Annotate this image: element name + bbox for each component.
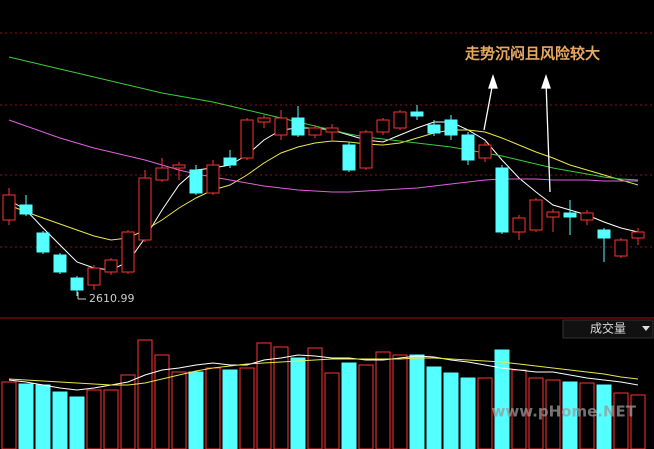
volume-bar [477, 377, 493, 449]
volume-bar [579, 382, 595, 449]
dropdown[interactable] [642, 326, 650, 331]
candle-body [359, 131, 373, 169]
volume-bar [18, 383, 34, 449]
volume-bar [188, 371, 204, 449]
volume-bar [171, 371, 187, 449]
volume-bar [239, 367, 255, 449]
volume-bar [358, 364, 374, 449]
candle-body [155, 167, 169, 181]
arrows [483, 73, 551, 193]
volume-bar [256, 342, 272, 449]
candle-body [376, 119, 390, 133]
volume-bar [613, 392, 629, 449]
candle-body [291, 117, 305, 136]
arrow-head [541, 73, 551, 89]
volume-bar [409, 354, 425, 449]
volume-bar [103, 389, 119, 449]
candle-body [2, 194, 16, 221]
volume-lines [8, 354, 639, 391]
volume-bar [307, 347, 323, 449]
candle-body [104, 259, 118, 273]
candle-body [410, 111, 424, 117]
candle-body [138, 177, 152, 241]
candle-body [342, 144, 356, 171]
volume-bars [1, 339, 646, 449]
candle-body [563, 212, 577, 218]
candle-body [223, 157, 237, 166]
candle-body [614, 239, 628, 257]
volume-bar [528, 377, 544, 449]
volume-header: 成交量 [562, 319, 654, 339]
annotation: 走势沉闷且风险较大 [465, 45, 600, 63]
candle-body [172, 164, 186, 169]
candle-body [240, 119, 254, 159]
candle-body [631, 231, 645, 239]
arrow-head [488, 73, 498, 89]
volume-bar [290, 357, 306, 449]
grid [0, 32, 654, 248]
candle-body [325, 127, 339, 133]
watermark: www.pHome.NET [492, 403, 637, 421]
ma-line [8, 119, 638, 193]
ma-line [8, 357, 639, 386]
volume-bar [596, 384, 612, 449]
volume-bar [205, 367, 221, 449]
candle-body [546, 211, 560, 218]
ma-line [8, 129, 639, 241]
low-annotation: 2610.99 [77, 292, 135, 305]
arrow [483, 81, 494, 131]
candle-body [512, 217, 526, 233]
candle-body [393, 111, 407, 129]
low-label: 2610.99 [89, 292, 135, 305]
candle-body [308, 127, 322, 136]
candle-body [427, 124, 441, 134]
volume-bar [443, 372, 459, 449]
arrow [545, 81, 551, 193]
volume-bar [86, 389, 102, 449]
volume-bar [341, 362, 357, 449]
volume-bar [222, 369, 238, 449]
ma-line [8, 56, 639, 181]
volume-bar [1, 381, 17, 449]
candles [2, 105, 645, 297]
candle-body [121, 231, 135, 273]
volume-bar [137, 339, 153, 449]
volume-bar [35, 384, 51, 449]
volume-bar [545, 379, 561, 449]
candle-body [206, 164, 220, 194]
volume-bar [120, 374, 136, 449]
candle-body [529, 199, 543, 231]
candle-body [461, 134, 475, 161]
volume-bar [392, 354, 408, 449]
volume-bar [494, 349, 510, 449]
volume-bar [69, 396, 85, 449]
candle-body [70, 277, 84, 291]
candle-body [597, 229, 611, 239]
candle-body [495, 167, 509, 233]
volume-title: 成交量 [590, 321, 626, 336]
candle-body [19, 204, 33, 215]
volume-bar [460, 377, 476, 449]
volume-bar [375, 351, 391, 449]
volume-bar [630, 394, 646, 449]
candle-body [478, 144, 492, 159]
candle-body [189, 169, 203, 194]
volume-bar [52, 391, 68, 449]
volume-bar [273, 346, 289, 449]
candle-body [53, 254, 67, 273]
volume-bar [562, 381, 578, 449]
candle-body [274, 117, 288, 136]
candle-body [580, 212, 594, 221]
candle-body [87, 267, 101, 286]
candle-body [257, 117, 271, 123]
volume-bar [324, 372, 340, 449]
candle-body [36, 232, 50, 253]
volume-bar [426, 366, 442, 449]
header-box [562, 319, 654, 339]
candle-body [444, 119, 458, 136]
